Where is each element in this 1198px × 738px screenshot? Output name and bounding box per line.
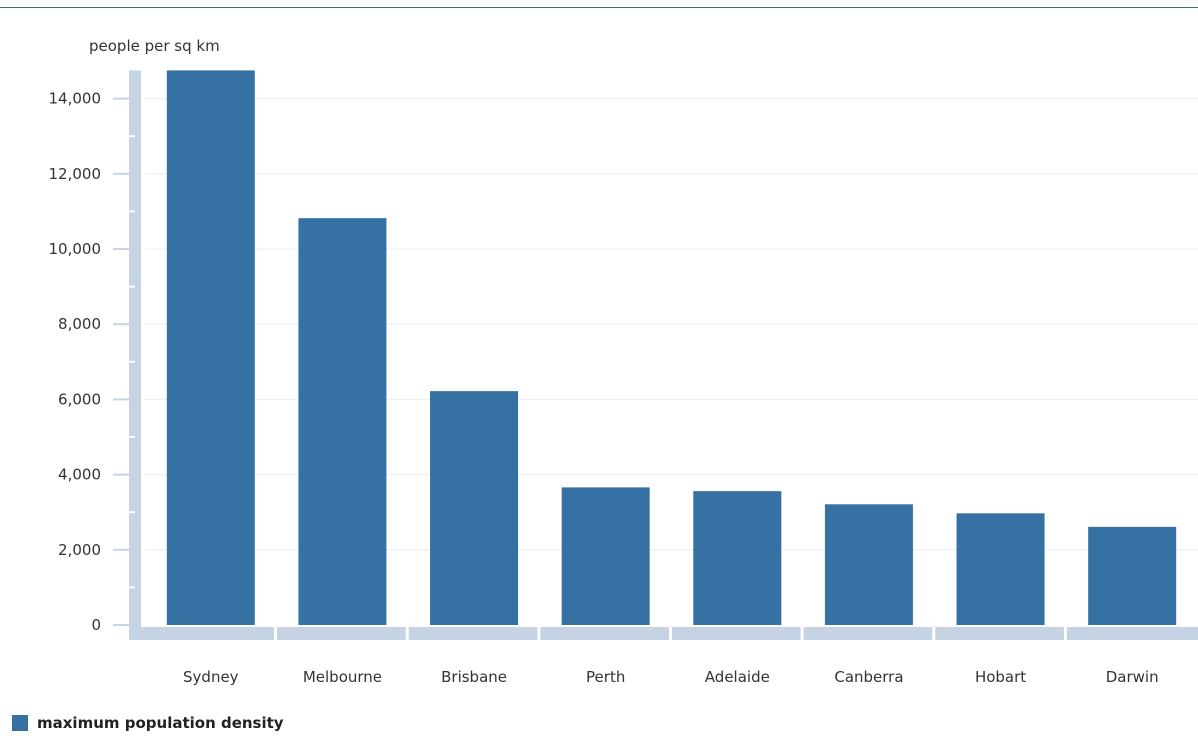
bar bbox=[561, 487, 650, 625]
top-divider bbox=[0, 7, 1198, 8]
legend-label: maximum population density bbox=[37, 714, 284, 732]
y-tick-label: 6,000 bbox=[58, 390, 101, 408]
y-tick-label: 10,000 bbox=[49, 240, 102, 258]
x-axis-band bbox=[129, 627, 1198, 640]
x-tick-label: Darwin bbox=[1106, 668, 1159, 686]
y-axis-label: people per sq km bbox=[89, 37, 220, 55]
x-tick-label: Brisbane bbox=[441, 668, 507, 686]
x-tick-label: Hobart bbox=[975, 668, 1026, 686]
bar bbox=[956, 513, 1045, 625]
y-tick-label: 12,000 bbox=[49, 165, 102, 183]
y-tick-label: 0 bbox=[91, 616, 101, 634]
bar bbox=[298, 218, 387, 625]
y-tick-label: 2,000 bbox=[58, 541, 101, 559]
legend: maximum population density bbox=[12, 712, 284, 734]
y-tick-label: 4,000 bbox=[58, 466, 101, 484]
x-tick-label: Sydney bbox=[183, 668, 239, 686]
bar bbox=[166, 70, 255, 625]
y-axis-band bbox=[129, 70, 141, 640]
x-tick-label: Canberra bbox=[834, 668, 903, 686]
bar bbox=[824, 504, 913, 625]
plot-area: 0 2,000 4,000 6,000 8,000 10,000 12,000 14,000 S… bbox=[49, 70, 1198, 686]
legend-swatch bbox=[12, 715, 28, 731]
bar bbox=[1088, 526, 1177, 625]
bar bbox=[430, 391, 519, 625]
x-tick-label: Perth bbox=[586, 668, 625, 686]
bar bbox=[693, 491, 782, 625]
x-tick-label: Adelaide bbox=[705, 668, 770, 686]
x-tick-label: Melbourne bbox=[303, 668, 382, 686]
y-tick-label: 14,000 bbox=[49, 90, 102, 108]
y-tick-label: 8,000 bbox=[58, 315, 101, 333]
